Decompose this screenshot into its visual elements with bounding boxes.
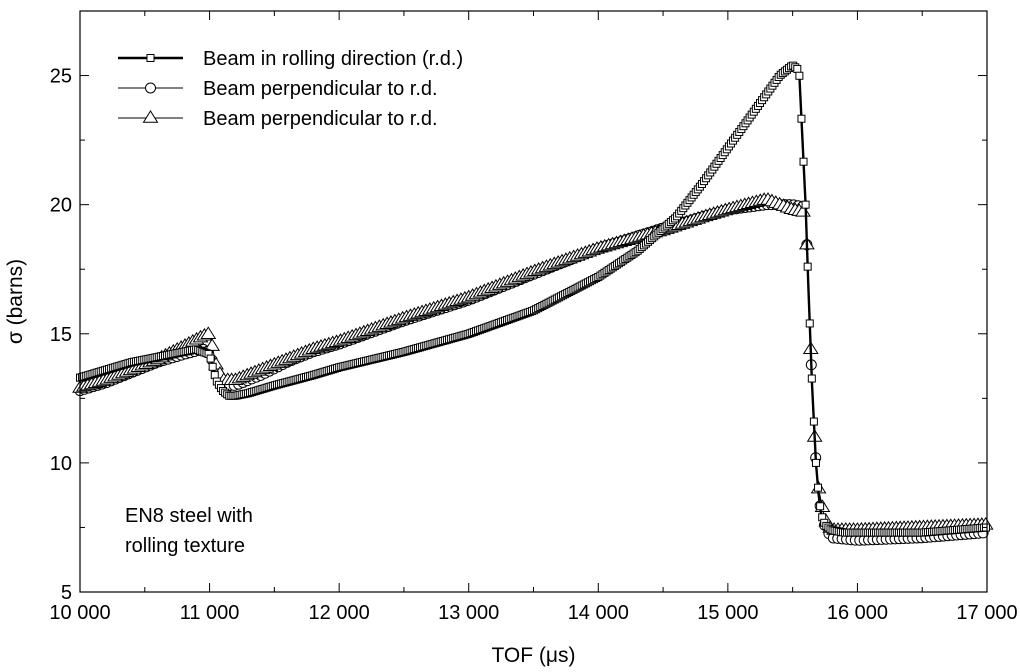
series-3-point (200, 326, 217, 339)
legend-marker (146, 54, 155, 62)
legend-item: Beam perpendicular to r.d. (118, 78, 438, 100)
y-tick-label: 10 (50, 453, 72, 475)
series-1-point (206, 354, 215, 363)
series-1-point (816, 502, 825, 511)
x-tick-label: 12 000 (309, 602, 370, 624)
series-1-point (809, 417, 818, 426)
series-1-point (799, 157, 808, 166)
legend-label: Beam perpendicular to r.d. (203, 108, 438, 130)
axes: 10 000 11 000 12 000 13 000 14 000 15 000 16 0… (4, 10, 1018, 667)
series-1-point (805, 319, 814, 328)
legend-marker (145, 82, 156, 94)
series-1-point (795, 71, 804, 80)
y-tick-label: 25 (50, 66, 72, 88)
legend: Beam in rolling direction (r.d.) Beam per… (118, 48, 463, 130)
series-1-point (797, 114, 806, 123)
y-tick-label: 20 (50, 195, 72, 217)
y-tick-label: 5 (61, 582, 72, 604)
series-1-point (814, 483, 823, 492)
x-tick-label: 13 000 (438, 602, 499, 624)
series-1-point (793, 64, 802, 73)
series-1-point (803, 262, 812, 271)
x-axis-label: TOF (μs) (491, 644, 575, 667)
series-1-line (79, 64, 988, 534)
x-tick-label: 16 000 (827, 602, 888, 624)
legend-marker (142, 110, 159, 123)
series-1-point (807, 374, 816, 383)
annotation-line: EN8 steel with (125, 505, 253, 527)
series-1 (76, 61, 990, 537)
legend-item: Beam in rolling direction (r.d.) (118, 48, 463, 70)
series-1-point (801, 200, 810, 209)
y-tick-label: 15 (50, 324, 72, 346)
series-1-point (811, 458, 820, 467)
plot-area (72, 61, 994, 546)
x-tick-label: 10 000 (49, 602, 110, 624)
annotation: EN8 steel with rolling texture (125, 505, 253, 557)
x-tick-label: 15 000 (697, 602, 758, 624)
legend-item: Beam perpendicular to r.d. (118, 108, 438, 130)
x-tick-label: 17 000 (956, 602, 1017, 624)
x-tick-label: 11 000 (180, 602, 240, 624)
y-axis-label: σ (barns) (4, 259, 27, 344)
x-tick-label: 14 000 (568, 602, 629, 624)
legend-label: Beam in rolling direction (r.d.) (203, 48, 463, 70)
series-1-point (208, 362, 217, 371)
annotation-line: rolling texture (125, 535, 245, 557)
legend-label: Beam perpendicular to r.d. (203, 78, 438, 100)
